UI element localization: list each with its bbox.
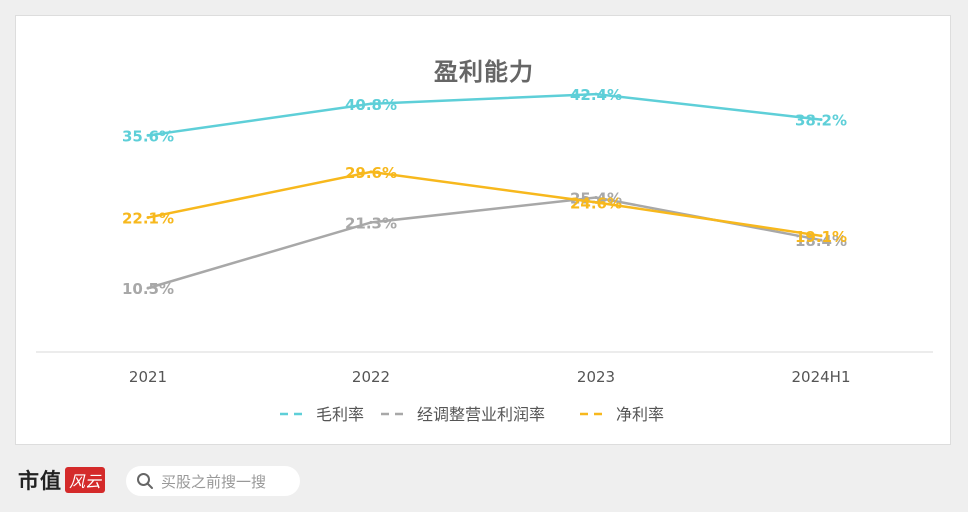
search-bar[interactable]: 买股之前搜一搜 <box>126 466 300 496</box>
data-point <box>369 220 373 224</box>
legend-label: 净利率 <box>616 405 664 424</box>
logo-text: 市值 <box>18 468 62 493</box>
series-line <box>147 170 822 238</box>
data-point <box>146 216 150 220</box>
data-point <box>819 238 823 242</box>
x-tick-label: 2023 <box>577 368 615 386</box>
data-label: 29.6% <box>345 164 397 182</box>
data-point <box>594 195 598 199</box>
data-label: 24.6% <box>570 194 622 212</box>
logo-badge: 风云 <box>65 467 106 493</box>
series-line <box>147 196 822 290</box>
data-label: 10.5% <box>122 280 174 298</box>
legend-label: 毛利率 <box>316 405 364 424</box>
x-tick-label: 2021 <box>129 368 167 386</box>
data-label: 40.8% <box>345 96 397 114</box>
x-tick-label: 2024H1 <box>792 368 851 386</box>
data-point <box>369 170 373 174</box>
data-point <box>369 102 373 106</box>
data-point <box>146 133 150 137</box>
data-label: 38.2% <box>795 112 847 130</box>
data-label: 19.1% <box>795 228 847 246</box>
data-label: 42.4% <box>570 86 622 104</box>
data-point <box>594 200 598 204</box>
search-icon <box>137 473 153 489</box>
data-point <box>146 286 150 290</box>
chart-card: 盈利能力 <box>15 15 951 445</box>
data-point <box>819 118 823 122</box>
search-placeholder: 买股之前搜一搜 <box>161 472 267 491</box>
data-point <box>594 92 598 96</box>
legend-label: 经调整营业利润率 <box>417 405 545 424</box>
data-label: 18.4% <box>795 232 847 250</box>
data-label: 21.3% <box>345 214 397 232</box>
brand-logo[interactable]: 市值 风云 <box>18 466 106 494</box>
chart-title: 盈利能力 <box>434 58 534 86</box>
data-point <box>819 234 823 238</box>
series-line <box>147 92 822 137</box>
data-label: 25.4% <box>570 189 622 207</box>
data-label: 22.1% <box>122 210 174 228</box>
data-label: 35.6% <box>122 127 174 145</box>
x-tick-label: 2022 <box>352 368 390 386</box>
